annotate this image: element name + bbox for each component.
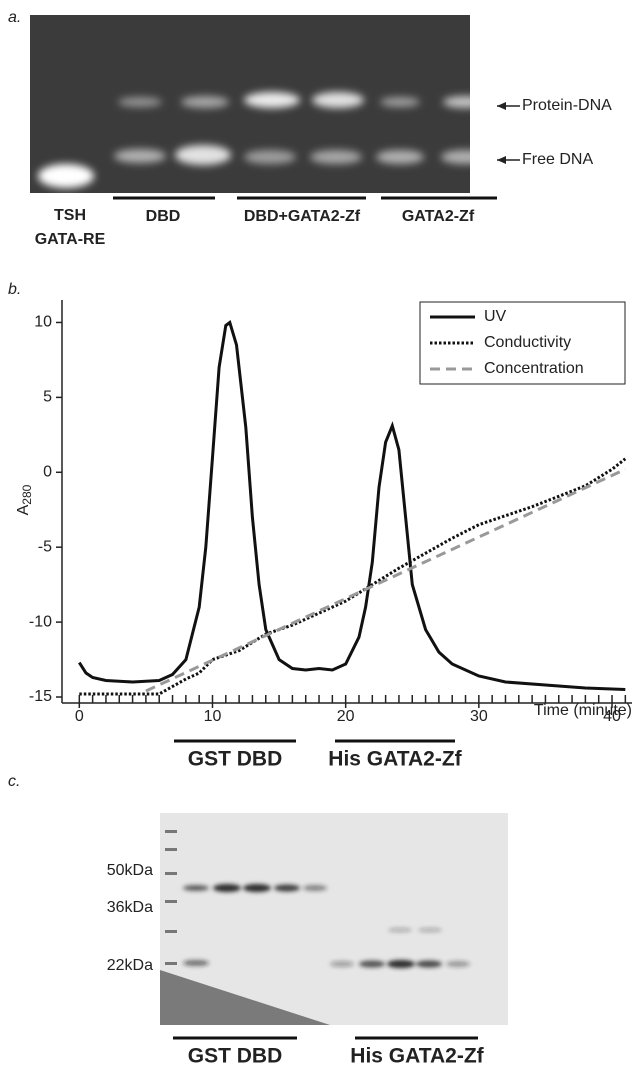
marker-label: 36kDa — [107, 899, 153, 916]
y-tick-label: -5 — [38, 538, 52, 555]
legend-label: UV — [484, 308, 507, 325]
lane-group: DBD+GATA2-Zf — [244, 208, 361, 225]
fraction-label: His GATA2-Zf — [350, 1045, 484, 1068]
marker-label: 50kDa — [107, 862, 153, 879]
x-tick-label: 20 — [337, 708, 355, 725]
x-tick-label: 30 — [470, 708, 488, 725]
panel-label: c. — [8, 773, 20, 790]
y-axis-label-main: A — [15, 504, 32, 515]
x-axis-label: Time (minute) — [534, 702, 632, 719]
chromatogram: 10 5 0 -5 -10 -15 0 10 20 30 40 UV Conductivity Conce… — [29, 300, 632, 725]
legend-label: Concentration — [484, 360, 584, 377]
fraction-label: GST DBD — [188, 748, 283, 771]
fraction-label: GST DBD — [188, 1045, 283, 1068]
y-axis-label-sub: 280 — [20, 484, 34, 504]
lane-group: DBD — [146, 208, 181, 225]
fraction-label: His GATA2-Zf — [328, 748, 462, 771]
y-tick-label: 10 — [34, 314, 52, 331]
y-axis-label: A280 — [15, 484, 34, 515]
band-label: Protein-DNA — [522, 97, 612, 114]
panel-label: b. — [8, 281, 21, 298]
legend-label: Conductivity — [484, 334, 571, 351]
series-line — [79, 457, 627, 696]
band-label: Free DNA — [522, 151, 593, 168]
x-tick-label: 0 — [75, 708, 84, 725]
series-line — [145, 467, 626, 693]
x-tick-label: 40 — [603, 708, 621, 725]
gel-c — [160, 813, 508, 1025]
y-tick-label: 5 — [43, 389, 52, 406]
y-tick-label: 0 — [43, 464, 52, 481]
marker-label: 22kDa — [107, 957, 153, 974]
lane-group: GATA2-Zf — [402, 208, 475, 225]
gel-a — [30, 15, 489, 193]
panel-label: a. — [8, 9, 21, 26]
lane-label: GATA-RE — [35, 231, 106, 248]
series-line — [78, 320, 626, 691]
lane-label: TSH — [54, 207, 86, 224]
x-tick-label: 10 — [204, 708, 222, 725]
y-tick-label: -15 — [29, 688, 52, 705]
y-tick-label: -10 — [29, 613, 52, 630]
